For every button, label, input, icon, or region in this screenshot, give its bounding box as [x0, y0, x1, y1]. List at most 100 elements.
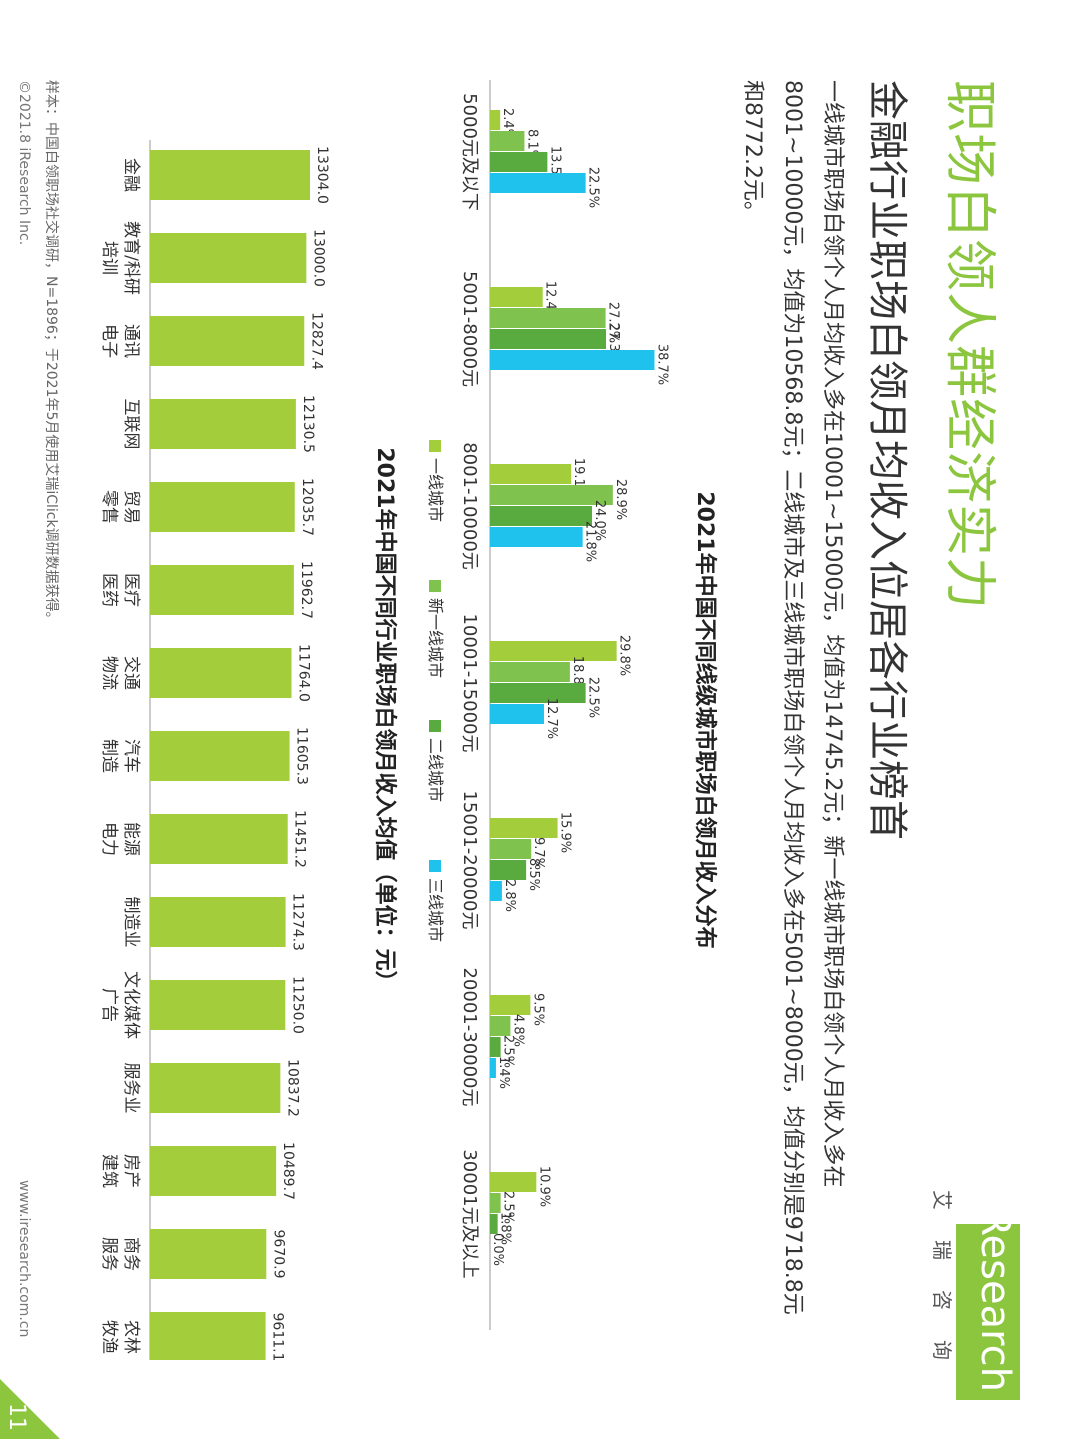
chart2-category-label: 医药 — [99, 573, 119, 607]
chart2-title: 2021年中国不同行业职场白领月收入均值（单位：元） — [372, 447, 398, 992]
chart2-value-label: 12130.5 — [300, 395, 316, 453]
chart2-category-label: 文化媒体 — [121, 971, 141, 1039]
chart1-value-label: 1.8% — [498, 1212, 513, 1245]
chart2-bar — [150, 1229, 267, 1279]
chart1-bar — [490, 506, 592, 526]
chart1-title: 2021年中国不同线级城市职场白领月收入分布 — [692, 491, 718, 948]
chart1-category-label: 5001-8000元 — [459, 271, 480, 387]
chart2-category-label: 房产 — [121, 1154, 141, 1188]
chart1-bar — [490, 173, 586, 193]
chart2-category-label: 广告 — [99, 988, 119, 1022]
chart1-legend-label: 二线城市 — [426, 738, 445, 802]
chart2-bar — [150, 482, 295, 532]
chart2-category-label: 贸易 — [121, 490, 141, 524]
chart1-bar — [490, 329, 607, 349]
chart1-category-label: 30001元及以上 — [459, 1149, 480, 1278]
chart2-category-label: 服务 — [99, 1237, 119, 1271]
chart2-value-label: 10489.7 — [280, 1142, 296, 1200]
chart1-value-label: 2.5% — [501, 1035, 516, 1068]
chart1-bar — [490, 860, 527, 880]
chart2-category-label: 牧渔 — [99, 1320, 119, 1354]
chart1-bar — [489, 1214, 498, 1234]
chart2-value-label: 13000.0 — [310, 229, 326, 287]
chart2-category-label: 互联网 — [121, 399, 141, 450]
chart2-bar — [150, 1312, 266, 1360]
chart1-category-label: 8001-10000元 — [459, 442, 480, 570]
chart1-bar — [490, 308, 606, 328]
chart1-value-label: 38.7% — [654, 344, 669, 385]
chart2-value-label: 13304.0 — [314, 146, 330, 204]
chart2-value-label: 12827.4 — [308, 312, 324, 370]
chart2-bar — [149, 897, 286, 947]
chart1-bar — [489, 1016, 511, 1036]
chart1-bar — [490, 704, 544, 724]
chart1-bar — [490, 131, 525, 151]
chart1-category-label: 10001-15000元 — [459, 613, 480, 752]
chart1-bar — [490, 1193, 501, 1213]
chart1-bar — [490, 152, 548, 172]
chart2-category-label: 培训 — [99, 241, 119, 275]
chart2-category-label: 零售 — [99, 490, 119, 524]
chart2-value-label: 9670.9 — [270, 1230, 286, 1279]
chart1-category-label: 20001-30000元 — [459, 967, 480, 1106]
chart1-category-label: 5000元及以下 — [459, 93, 480, 211]
chart1-bar — [489, 662, 570, 682]
chart1-value-label: 8.5% — [526, 858, 541, 891]
chart1-bar — [489, 1058, 496, 1078]
chart2-category-label: 教育/科研 — [121, 221, 141, 295]
chart1-category-label: 15001-20000元 — [459, 790, 480, 929]
page-title: 职场白领人群经济实力 — [939, 80, 999, 611]
chart1-bar — [489, 350, 655, 370]
chart2-category-label: 农林 — [121, 1320, 141, 1354]
chart2-bar — [150, 316, 305, 366]
chart2-category-label: 物流 — [99, 656, 119, 690]
chart2-category-label: 制造业 — [121, 897, 141, 948]
chart2-category-label: 电子 — [99, 324, 119, 358]
chart2-bar — [150, 1063, 281, 1113]
chart1-value-label: 22.5% — [586, 677, 601, 718]
website-link[interactable]: www.iresearch.com.cn — [16, 1180, 32, 1338]
chart2-bar — [150, 150, 310, 200]
chart1-bar — [490, 485, 613, 505]
chart2-value-label: 9611.1 — [270, 1313, 286, 1361]
sample-note: 样本：中国白领职场社交调研，N=1896；于2021年5月使用艾瑞iClick调… — [43, 80, 59, 626]
chart1-bar — [490, 641, 617, 661]
chart1-bar — [489, 110, 501, 130]
chart1-legend-swatch — [429, 720, 441, 732]
chart1-value-label: 27.2% — [606, 302, 621, 343]
chart1-value-label: 1.4% — [496, 1056, 511, 1089]
chart1-bar — [490, 464, 572, 484]
chart1-value-label: 12.7% — [544, 698, 559, 739]
chart2-value-label: 11764.0 — [295, 644, 311, 702]
chart1-bar — [489, 287, 543, 307]
chart1-legend-swatch — [429, 580, 441, 592]
chart1-value-label: 10.9% — [536, 1166, 551, 1207]
chart2-category-label: 商务 — [121, 1237, 141, 1271]
chart2-category-label: 医疗 — [121, 573, 141, 607]
chart2-value-label: 12035.7 — [299, 478, 315, 536]
chart2-bar — [150, 565, 294, 615]
chart1-bar — [489, 527, 583, 547]
chart1-bar — [490, 818, 558, 838]
chart2-value-label: 10837.2 — [284, 1059, 300, 1117]
chart1-value-label: 24.0% — [592, 500, 607, 541]
chart2-bar — [149, 233, 307, 283]
chart2-category-label: 能源 — [121, 822, 141, 856]
chart2-category-label: 汽车 — [121, 739, 141, 773]
chart2-value-label: 11250.0 — [289, 976, 305, 1034]
chart2-bar — [150, 731, 290, 781]
chart2-bar — [150, 648, 292, 698]
chart2-value-label: 11605.3 — [294, 727, 310, 785]
chart1-legend-label: 一线城市 — [426, 458, 445, 522]
chart1-legend-label: 新一线城市 — [426, 598, 445, 678]
chart2-category-label: 交通 — [121, 656, 141, 690]
page-subtitle: 金融行业职场白领月均收入位居各行业榜首 — [864, 80, 910, 840]
chart1-bar — [490, 1037, 501, 1057]
logo-text: iResearch — [972, 1197, 1018, 1392]
chart1-value-label: 4.8% — [510, 1014, 525, 1047]
chart2-category-label: 通讯 — [121, 324, 141, 358]
chart2-value-label: 11274.3 — [290, 893, 306, 951]
iresearch-logo: iResearch 艾瑞咨询 — [930, 1190, 1020, 1400]
page-number: 11 — [4, 1403, 29, 1431]
